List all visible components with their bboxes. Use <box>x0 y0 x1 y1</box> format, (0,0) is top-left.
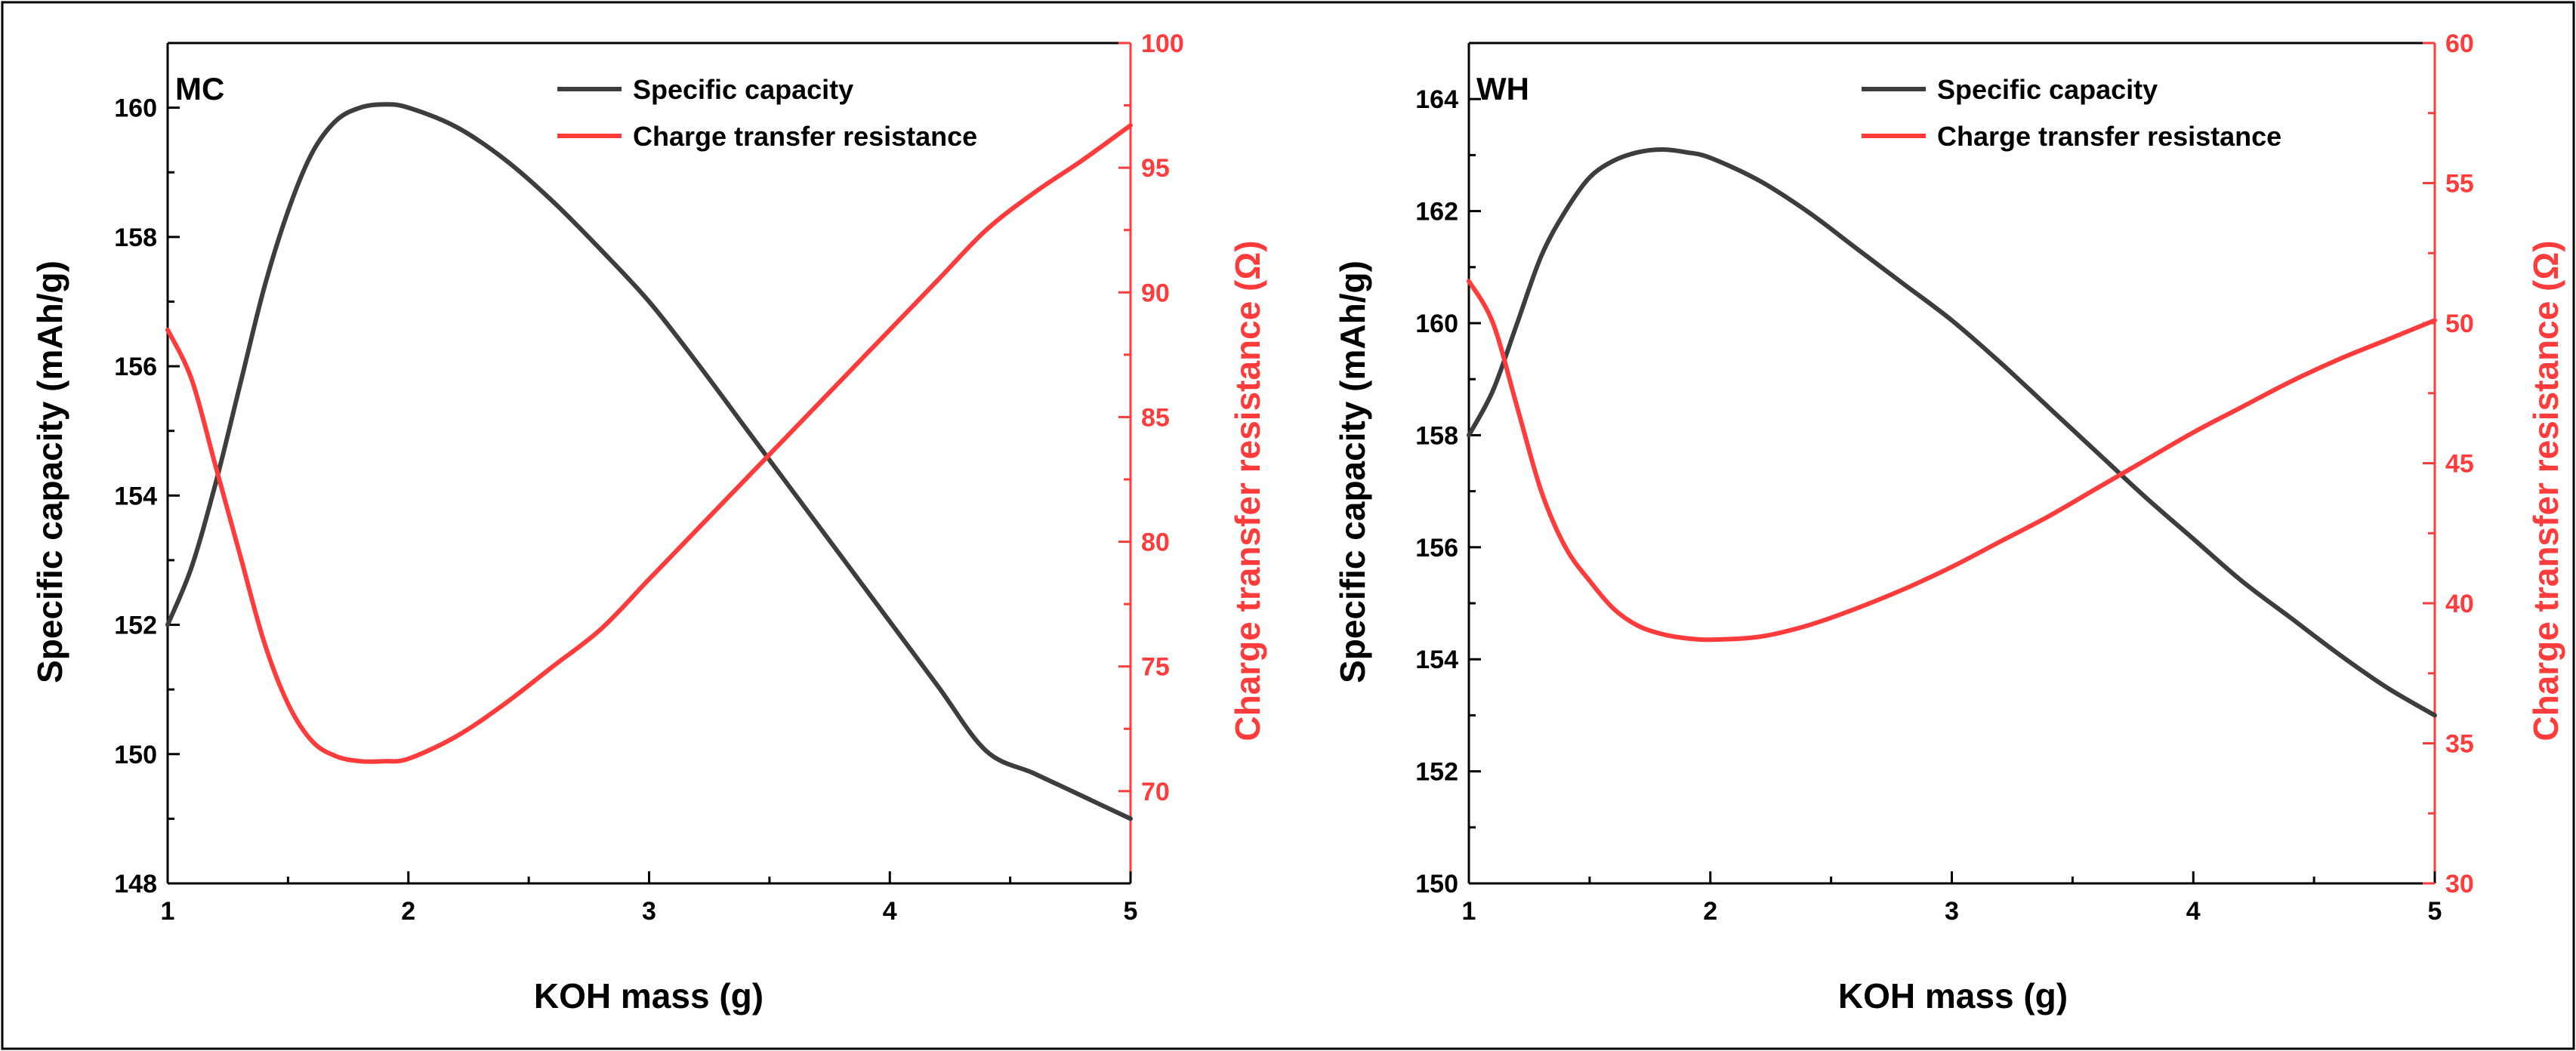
series-line-charge-transfer-resistance <box>165 123 1133 764</box>
y2-tick-label: 100 <box>1141 29 1184 58</box>
series-line-charge-transfer-resistance <box>1467 279 2437 643</box>
x-tick-label: 1 <box>1462 897 1476 926</box>
y2-tick-label: 95 <box>1141 154 1170 183</box>
y-tick-label: 158 <box>1415 421 1458 450</box>
y2-tick-label: 80 <box>1141 529 1170 557</box>
x-tick-label: 4 <box>2186 897 2201 926</box>
y-tick-label: 158 <box>114 223 157 252</box>
y-tick-label: 160 <box>1415 310 1458 338</box>
y-tick-label: 152 <box>114 612 157 640</box>
chart-panel-mc: Specific capacity (mAh/g) Charge transfe… <box>30 29 1267 1016</box>
y2-tick-label: 85 <box>1141 403 1170 432</box>
y2-tick-label: 55 <box>2445 170 2474 199</box>
y-tick-label: 154 <box>114 482 157 510</box>
x-tick-label: 3 <box>642 897 656 926</box>
y2-tick-label: 45 <box>2445 450 2474 479</box>
y2-tick-label: 50 <box>2445 310 2474 338</box>
x-tick-label: 2 <box>401 897 415 926</box>
chart-panel-wh: Specific capacity (mAh/g) Charge transfe… <box>1333 29 2565 1016</box>
series-line-specific-capacity <box>1467 147 2437 718</box>
series-line-specific-capacity <box>165 102 1133 821</box>
y-tick-label: 152 <box>1415 758 1458 787</box>
panel-label: MC <box>175 71 224 106</box>
y-tick-label: 156 <box>114 353 157 381</box>
x-tick-label: 5 <box>2428 897 2442 926</box>
legend-label-charge-transfer-resistance: Charge transfer resistance <box>633 121 977 152</box>
x-tick-label: 2 <box>1703 897 1717 926</box>
legend: Specific capacity Charge transfer resist… <box>1862 74 2281 152</box>
x-tick-label: 4 <box>883 897 897 926</box>
y2-axis-title: Charge transfer resistance (Ω) <box>1228 240 1267 741</box>
y-tick-label: 164 <box>1415 85 1458 114</box>
y-axis-title: Specific capacity (mAh/g) <box>1333 260 1372 683</box>
y2-tick-label: 35 <box>2445 730 2474 759</box>
legend-label-specific-capacity: Specific capacity <box>1937 74 2158 105</box>
legend-label-charge-transfer-resistance: Charge transfer resistance <box>1937 121 2281 152</box>
y2-axis-title: Charge transfer resistance (Ω) <box>2526 240 2565 741</box>
x-tick-label: 1 <box>161 897 175 926</box>
y2-tick-label: 90 <box>1141 279 1170 307</box>
x-axis-title: KOH mass (g) <box>1838 976 2068 1016</box>
y-tick-label: 148 <box>114 870 157 898</box>
y2-tick-label: 40 <box>2445 590 2474 618</box>
legend-label-specific-capacity: Specific capacity <box>633 74 853 105</box>
y-tick-label: 162 <box>1415 198 1458 227</box>
y-axis-title: Specific capacity (mAh/g) <box>30 260 69 683</box>
x-tick-label: 5 <box>1124 897 1138 926</box>
x-tick-label: 3 <box>1945 897 1959 926</box>
y-tick-label: 160 <box>114 94 157 123</box>
y2-tick-label: 30 <box>2445 870 2474 898</box>
y2-tick-label: 70 <box>1141 778 1170 806</box>
x-axis-title: KOH mass (g) <box>534 976 764 1016</box>
y2-tick-label: 75 <box>1141 653 1170 682</box>
y-tick-label: 150 <box>114 741 157 769</box>
y-tick-label: 154 <box>1415 646 1458 674</box>
y-tick-label: 156 <box>1415 534 1458 562</box>
panel-label: WH <box>1476 71 1529 106</box>
y2-tick-label: 60 <box>2445 29 2474 58</box>
y-tick-label: 150 <box>1415 870 1458 898</box>
legend: Specific capacity Charge transfer resist… <box>557 74 977 152</box>
